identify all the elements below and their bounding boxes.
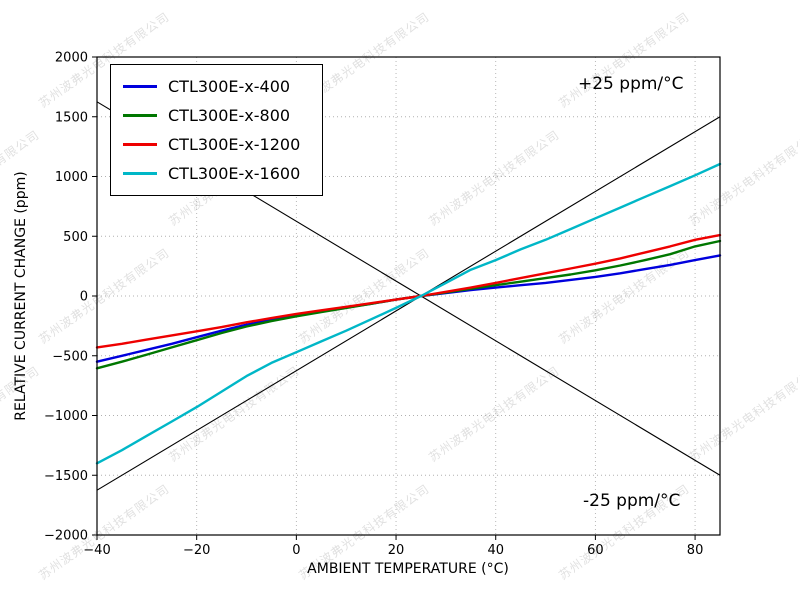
y-tick-label: −500 bbox=[52, 349, 88, 364]
legend-item: CTL300E-x-1600 bbox=[123, 160, 300, 187]
legend-line-swatch bbox=[123, 114, 157, 117]
x-tick-label: 40 bbox=[487, 543, 504, 558]
y-tick-label: 1500 bbox=[55, 110, 88, 125]
x-tick-label: −20 bbox=[183, 543, 210, 558]
legend-line-swatch bbox=[123, 85, 157, 88]
y-tick-label: −2000 bbox=[44, 529, 88, 544]
series-line bbox=[95, 254, 722, 363]
legend-label: CTL300E-x-1200 bbox=[168, 135, 301, 154]
series-line bbox=[95, 233, 722, 349]
legend: CTL300E-x-400 CTL300E-x-800 CTL300E-x-1200… bbox=[110, 64, 324, 196]
legend-item: CTL300E-x-800 bbox=[123, 102, 300, 129]
x-axis-label: AMBIENT TEMPERATURE (°C) bbox=[307, 561, 509, 577]
x-tick-label: 20 bbox=[388, 543, 405, 558]
x-tick-label: 80 bbox=[687, 543, 704, 558]
annotation-plus-25ppm: +25 ppm/°C bbox=[578, 74, 684, 94]
legend-label: CTL300E-x-800 bbox=[168, 106, 291, 125]
x-tick-label: 60 bbox=[587, 543, 604, 558]
y-tick-label: 2000 bbox=[55, 51, 88, 66]
legend-line-swatch bbox=[123, 172, 157, 175]
y-tick-label: −1500 bbox=[44, 469, 88, 484]
series-line bbox=[95, 239, 722, 370]
annotation-minus-25ppm: -25 ppm/°C bbox=[583, 491, 681, 511]
legend-label: CTL300E-x-1600 bbox=[168, 164, 301, 183]
y-tick-label: −1000 bbox=[44, 409, 88, 424]
legend-item: CTL300E-x-400 bbox=[123, 73, 300, 100]
y-axis-label: RELATIVE CURRENT CHANGE (ppm) bbox=[13, 171, 29, 421]
y-tick-label: 500 bbox=[63, 230, 88, 245]
x-tick-label: −40 bbox=[83, 543, 110, 558]
legend-line-swatch bbox=[123, 143, 157, 146]
reference-line bbox=[96, 116, 721, 491]
x-tick-label: 0 bbox=[292, 543, 300, 558]
series-line bbox=[95, 162, 722, 465]
y-tick-label: 0 bbox=[80, 290, 88, 305]
legend-item: CTL300E-x-1200 bbox=[123, 131, 300, 158]
y-tick-label: 1000 bbox=[55, 170, 88, 185]
legend-label: CTL300E-x-400 bbox=[168, 77, 291, 96]
